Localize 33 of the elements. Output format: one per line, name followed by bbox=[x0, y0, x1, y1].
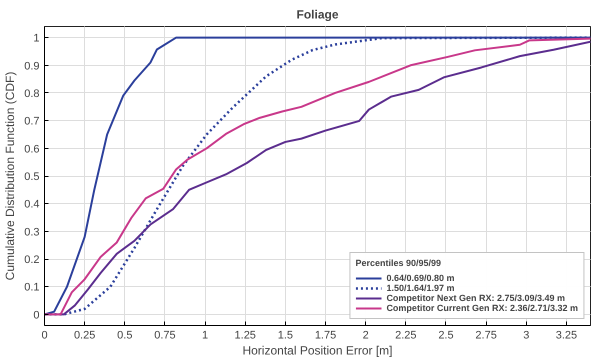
x-tick-label: 2.75 bbox=[475, 330, 497, 342]
legend-label: Competitor Next Gen RX: 2.75/3.09/3.49 m bbox=[386, 293, 566, 303]
legend-label: 0.64/0.69/0.80 m bbox=[386, 273, 454, 283]
y-tick-label: 0.5 bbox=[24, 171, 40, 183]
legend-label: Competitor Current Gen RX: 2.36/2.71/3.32 m bbox=[386, 303, 578, 313]
x-tick-label: 1.75 bbox=[314, 330, 336, 342]
chart-title: Foliage bbox=[296, 8, 339, 22]
y-tick-label: 0.8 bbox=[24, 88, 40, 100]
x-tick-label: 0.5 bbox=[117, 330, 132, 342]
legend-label: 1.50/1.64/1.97 m bbox=[386, 283, 454, 293]
y-tick-label: 0 bbox=[33, 309, 40, 322]
x-tick-label: 3 bbox=[523, 330, 530, 342]
x-tick-label: 2 bbox=[362, 330, 369, 342]
y-tick-label: 1 bbox=[33, 32, 40, 45]
legend-title: Percentiles 90/95/99 bbox=[355, 258, 442, 268]
y-tick-label: 0.6 bbox=[24, 143, 40, 156]
y-tick-label: 0.7 bbox=[24, 116, 40, 128]
x-tick-label: 3.25 bbox=[556, 330, 578, 342]
x-tick-label: 1.5 bbox=[278, 330, 294, 342]
x-tick-label: 0 bbox=[41, 330, 48, 342]
y-tick-label: 0.3 bbox=[24, 226, 40, 238]
x-tick-label: 1 bbox=[202, 330, 208, 342]
y-tick-label: 0.4 bbox=[24, 198, 40, 211]
x-tick-label: 2.5 bbox=[438, 330, 454, 342]
y-tick-label: 0.2 bbox=[24, 254, 40, 266]
x-tick-label: 1.25 bbox=[234, 330, 256, 342]
y-tick-label: 0.9 bbox=[24, 60, 40, 72]
x-tick-label: 2.25 bbox=[395, 330, 417, 342]
y-axis-title: Cumulative Distribution Function (CDF) bbox=[3, 72, 18, 280]
x-tick-label: 0.75 bbox=[154, 330, 176, 342]
y-tick-label: 0.1 bbox=[24, 282, 40, 294]
x-axis-title: Horizontal Position Error [m] bbox=[242, 344, 393, 358]
x-tick-label: 0.25 bbox=[74, 330, 96, 342]
